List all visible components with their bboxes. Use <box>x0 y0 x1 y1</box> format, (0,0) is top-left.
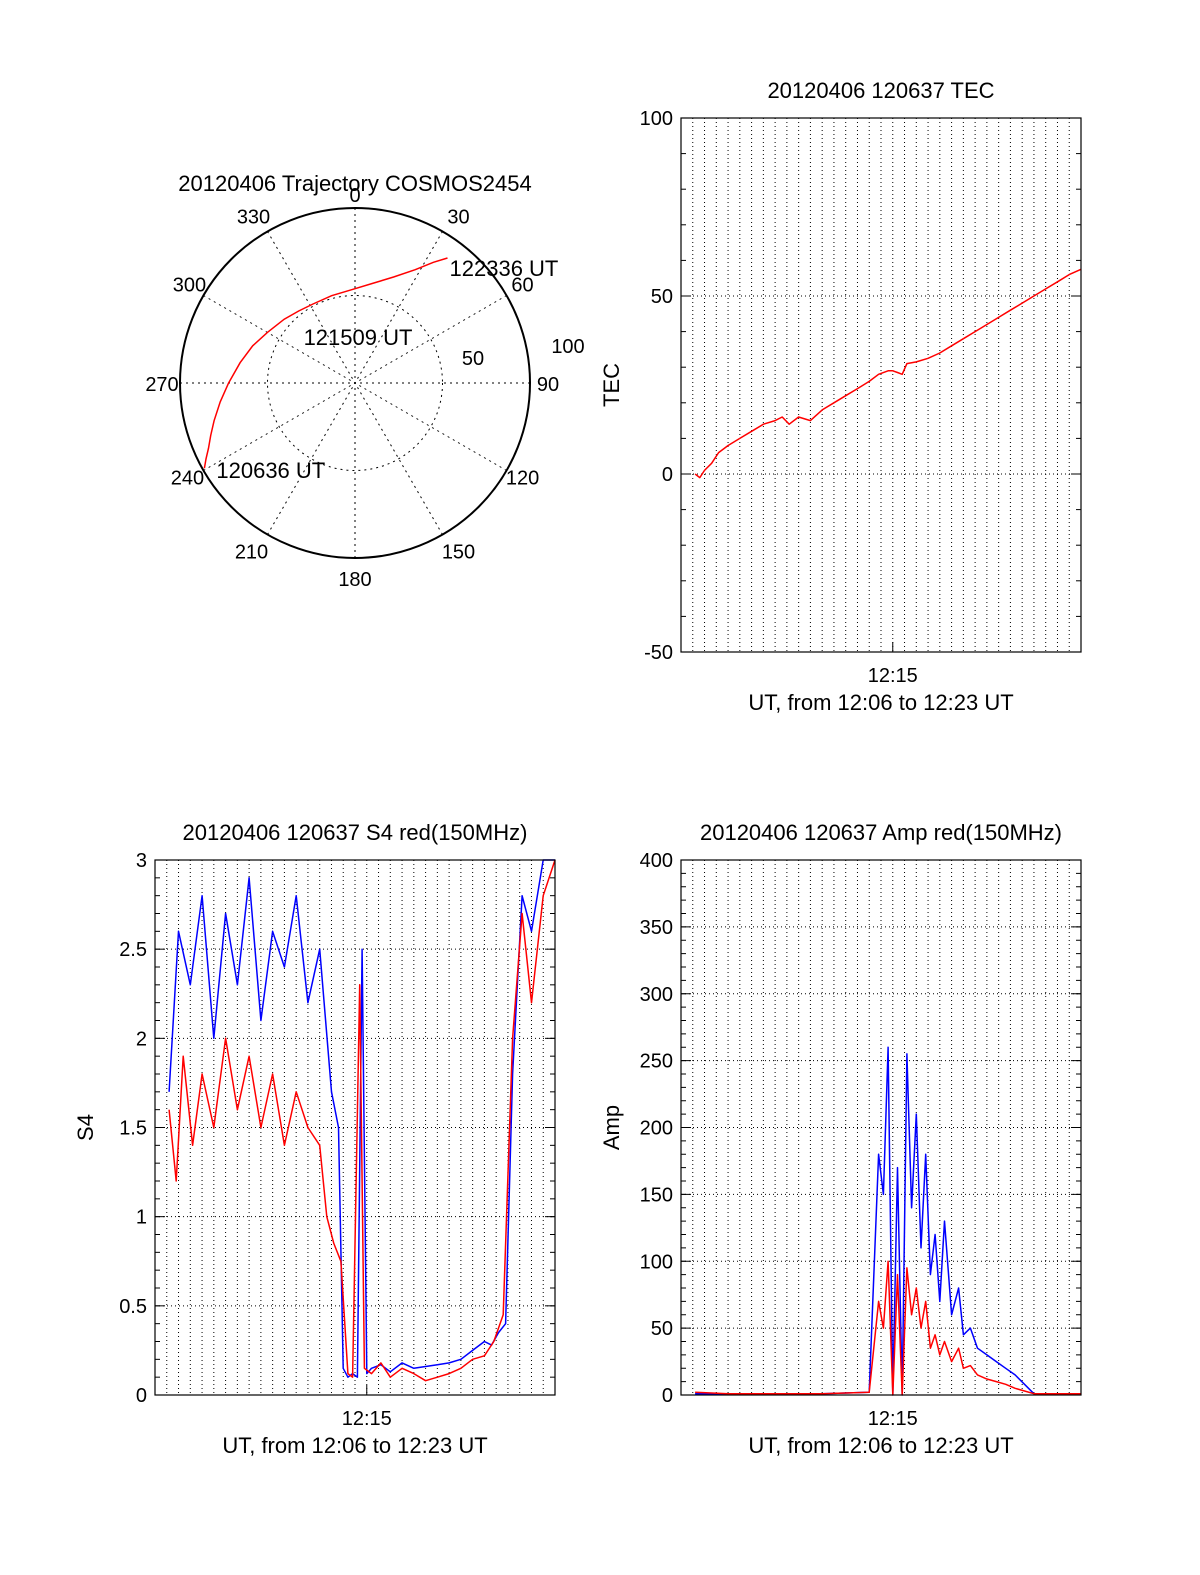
azimuth-gridline <box>267 231 443 535</box>
ring-label: 50 <box>462 348 484 370</box>
azimuth-label: 150 <box>442 542 475 564</box>
azimuth-label: 120 <box>506 468 539 490</box>
y-tick-label: 50 <box>651 1318 673 1340</box>
ring-label: 100 <box>551 336 584 358</box>
chart-title: 20120406 120637 TEC <box>767 78 994 103</box>
y-tick-label: 350 <box>640 917 673 939</box>
x-tick-label: 12:15 <box>868 665 918 687</box>
plot-frame <box>154 859 556 1396</box>
y-tick-label: 300 <box>640 984 673 1006</box>
azimuth-label: 240 <box>171 468 204 490</box>
y-tick-label: 0 <box>662 1385 673 1407</box>
azimuth-label: 210 <box>235 542 268 564</box>
x-axis-label: UT, from 12:06 to 12:23 UT <box>748 690 1013 715</box>
y-tick-label: 100 <box>640 1251 673 1273</box>
annotation-end-time: 122336 UT <box>450 256 559 281</box>
chart-title: 20120406 120637 S4 red(150MHz) <box>183 820 528 845</box>
y-tick-label: 0 <box>662 464 673 486</box>
y-tick-label: 400 <box>640 850 673 872</box>
x-axis-label: UT, from 12:06 to 12:23 UT <box>222 1433 487 1458</box>
s4-series-1-line <box>168 859 556 1382</box>
y-axis-label: S4 <box>73 1114 98 1141</box>
y-tick-label: 200 <box>640 1118 673 1140</box>
y-axis-label: TEC <box>599 363 624 407</box>
y-tick-label: 2 <box>136 1028 147 1050</box>
x-tick-label: 12:15 <box>868 1408 918 1430</box>
azimuth-label: 180 <box>338 569 371 591</box>
s4-chart: 0 0.5 1 1.5 2 2.5 3 12:15 20120406 120637 S4 red… <box>73 820 556 1458</box>
y-tick-label: -50 <box>644 642 673 664</box>
y-tick-label: 50 <box>651 286 673 308</box>
y-tick-label: 1.5 <box>119 1118 147 1140</box>
y-tick-label: 0 <box>136 1385 147 1407</box>
azimuth-label: 30 <box>447 206 469 228</box>
y-tick-label: 100 <box>640 108 673 130</box>
y-axis-label: Amp <box>599 1105 624 1150</box>
plot-frame <box>680 859 1082 1396</box>
tec-chart: -50 0 50 100 12:15 20120406 120637 TEC UT, fro… <box>599 78 1082 715</box>
amp-series-0-line <box>695 1046 1081 1396</box>
azimuth-label: 270 <box>145 374 178 396</box>
y-tick-label: 150 <box>640 1184 673 1206</box>
y-tick-label: 3 <box>136 850 147 872</box>
chart-title: 20120406 Trajectory COSMOS2454 <box>178 171 531 196</box>
y-tick-label: 1 <box>136 1207 147 1229</box>
x-tick-label: 12:15 <box>342 1408 392 1430</box>
y-tick-label: 2.5 <box>119 939 147 961</box>
azimuth-label: 60 <box>511 275 533 297</box>
y-tick-label: 0.5 <box>119 1296 147 1318</box>
amp-series-1-line <box>695 1260 1081 1396</box>
y-tick-label: 250 <box>640 1051 673 1073</box>
tec-series-0-line <box>694 268 1082 479</box>
chart-title: 20120406 120637 Amp red(150MHz) <box>700 820 1062 845</box>
horizon-circle <box>179 207 531 559</box>
plot-frame <box>680 117 1082 653</box>
azimuth-label: 0 <box>349 185 360 207</box>
azimuth-label: 330 <box>237 206 270 228</box>
ring-gridline <box>267 295 443 471</box>
annotation-start-time: 120636 UT <box>216 458 325 483</box>
x-axis-label: UT, from 12:06 to 12:23 UT <box>748 1433 1013 1458</box>
polar-chart: 0 30 60 90 120 150 180 210 240 270 300 330 50 100 1223… <box>145 171 584 591</box>
amp-chart: 0 50 100 150 200 250 300 350 400 12:15 20120406 12… <box>599 820 1082 1458</box>
trajectory-line <box>203 257 448 469</box>
azimuth-label: 300 <box>173 275 206 297</box>
azimuth-label: 90 <box>537 374 559 396</box>
annotation-mid-time: 121509 UT <box>304 325 413 350</box>
